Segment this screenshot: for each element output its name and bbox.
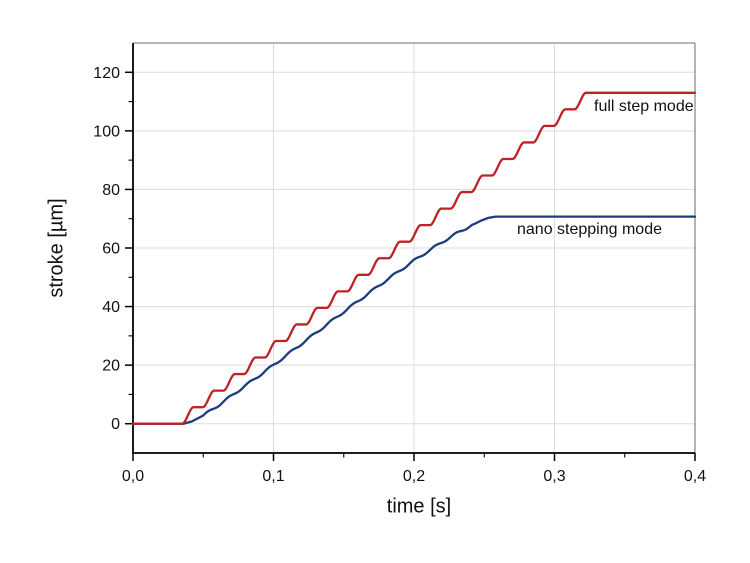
x-tick-label: 0,1 xyxy=(262,468,284,485)
x-tick-label: 0,3 xyxy=(543,468,565,485)
y-tick-label: 80 xyxy=(102,182,120,199)
series-line-nano-stepping-mode xyxy=(131,215,697,425)
y-tick-label: 100 xyxy=(93,123,120,140)
x-tick-label: 0,4 xyxy=(684,468,706,485)
y-tick-label: 0 xyxy=(111,416,120,433)
x-axis-title: time [s] xyxy=(386,495,452,518)
x-tick-label: 0,0 xyxy=(122,468,144,485)
series-line-full-step-mode xyxy=(131,91,697,425)
series-label-nano-stepping-mode: nano stepping mode xyxy=(517,221,662,238)
x-tick-label: 0,2 xyxy=(403,468,425,485)
y-tick-label: 40 xyxy=(102,299,120,316)
y-tick-label: 20 xyxy=(102,358,120,375)
series-label-full-step-mode: full step mode xyxy=(594,98,694,115)
y-tick-label: 60 xyxy=(102,241,120,258)
y-axis-title: stroke [µm] xyxy=(45,198,68,298)
y-tick-label: 120 xyxy=(93,65,120,82)
